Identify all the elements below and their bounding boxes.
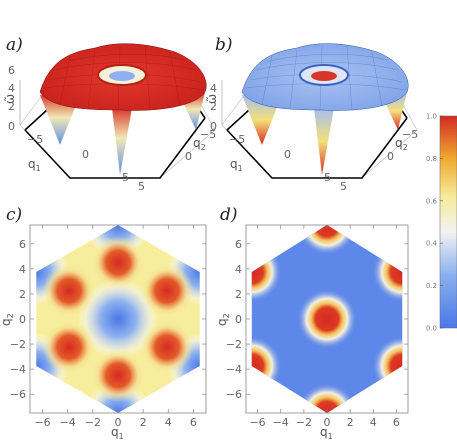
panel-d: d) −6 −4 −2 0 2 4 6 −6 −4 −2 0 2 4 6 q1 q2 <box>215 205 409 441</box>
panel-c-label: c) <box>6 205 22 225</box>
colorbar-tick: 0.0 <box>426 325 437 333</box>
panel-c-hot-spot <box>42 264 96 318</box>
panel-c-xlabel: q1 <box>111 425 124 441</box>
svg-text:5: 5 <box>340 180 347 193</box>
colorbar-tick: 0.6 <box>426 197 438 205</box>
colorbar-tick: 0.4 <box>426 240 438 248</box>
panel-c-y-tick: 4 <box>19 263 26 276</box>
panel-c-cold-spot <box>85 225 151 258</box>
panel-a-spike <box>40 95 78 145</box>
panel-d-hot-spot <box>296 288 358 350</box>
panel-b-xlabel: q1 <box>230 157 243 173</box>
panel-d-ylabel: q2 <box>215 313 231 326</box>
panel-c-y-tick: 2 <box>19 288 26 301</box>
svg-text:−5: −5 <box>402 128 418 141</box>
panel-d-y-tick: 6 <box>235 238 242 251</box>
panel-d-xlabel: q1 <box>320 425 333 441</box>
panel-d-label: d) <box>220 205 238 225</box>
svg-text:−5: −5 <box>229 133 245 146</box>
panel-b-hexagon <box>226 117 408 179</box>
colorbar: 0.0 0.2 0.4 0.6 0.8 1.0 <box>426 113 457 333</box>
panel-c-x-tick: 0 <box>115 416 122 429</box>
panel-d-hot-spot <box>372 335 403 397</box>
panel-d-y-tick: −6 <box>226 388 242 401</box>
panel-b: b) −5 0 5 5 0 −5 0 2 4 q1 q2 ω̃ <box>205 35 418 193</box>
panel-c-hot-spot <box>140 320 194 374</box>
panel-c: c) −6 −4 −2 0 2 4 6 −6 −4 −2 0 2 4 6 q1 q2 <box>0 205 207 441</box>
svg-text:0: 0 <box>210 120 217 133</box>
svg-text:0: 0 <box>185 150 192 163</box>
panel-c-y-tick: −2 <box>10 338 26 351</box>
svg-text:4: 4 <box>8 82 15 95</box>
panel-a-xlabel: q1 <box>28 157 41 173</box>
panel-a-label: a) <box>6 35 23 55</box>
svg-text:0: 0 <box>387 150 394 163</box>
panel-c-x-tick: −4 <box>60 416 76 429</box>
panel-c-hot-spot <box>91 349 145 402</box>
panel-d-y-tick: 0 <box>235 313 242 326</box>
colorbar-tick: 1.0 <box>426 113 437 121</box>
svg-text:5: 5 <box>138 180 145 193</box>
panel-c-ylabel: q2 <box>0 313 15 326</box>
panel-c-y-tick: 6 <box>19 238 26 251</box>
panel-d-y-tick: −4 <box>226 363 242 376</box>
svg-text:4: 4 <box>210 82 217 95</box>
panel-c-hot-spot <box>42 320 96 374</box>
colorbar-gradient <box>439 115 457 329</box>
panel-c-cold-spot <box>77 278 159 360</box>
svg-text:0: 0 <box>82 148 89 161</box>
panel-d-x-tick: 2 <box>347 416 354 429</box>
svg-text:−5: −5 <box>200 128 216 141</box>
panel-d-x-tick: −4 <box>273 416 289 429</box>
panel-a-ylabel: q2 <box>193 136 206 152</box>
svg-text:5: 5 <box>324 171 331 184</box>
panel-d-x-tick: −6 <box>249 416 265 429</box>
panel-d-x-tick: 0 <box>324 416 331 429</box>
panel-c-heatmap <box>36 225 200 413</box>
panel-d-heatmap <box>251 225 403 413</box>
panel-d-x-tick: 4 <box>370 416 377 429</box>
panel-a-spike <box>112 108 132 175</box>
colorbar-tick: 0.2 <box>426 282 437 290</box>
svg-text:5: 5 <box>122 171 129 184</box>
panel-d-y-tick: 2 <box>235 288 242 301</box>
panel-a-zlabel: ω̃ <box>3 94 17 104</box>
panel-b-ticks: −5 0 5 5 0 −5 0 2 4 <box>210 82 418 193</box>
panel-d-x-tick: 6 <box>393 416 400 429</box>
svg-text:2: 2 <box>210 100 217 113</box>
svg-text:0: 0 <box>284 148 291 161</box>
panel-d-y-tick: 4 <box>235 263 242 276</box>
svg-text:0: 0 <box>8 120 15 133</box>
panel-c-y-tick: −6 <box>10 388 26 401</box>
panel-c-y-tick: 0 <box>19 313 26 326</box>
panel-c-y-tick: −4 <box>10 363 26 376</box>
panel-c-x-tick: 4 <box>165 416 172 429</box>
panel-c-hot-spot <box>140 264 194 318</box>
panel-b-spike <box>314 108 334 175</box>
panel-c-x-tick: 2 <box>140 416 147 429</box>
panel-c-x-tick: −2 <box>85 416 101 429</box>
panel-a-hexagon <box>24 117 206 179</box>
panel-d-x-tick: −2 <box>296 416 312 429</box>
panel-b-zlabel: ω̃ <box>205 94 219 104</box>
panel-c-x-tick: −6 <box>34 416 50 429</box>
colorbar-tick: 0.8 <box>426 155 437 163</box>
svg-text:2: 2 <box>8 100 15 113</box>
panel-b-spike <box>242 95 280 145</box>
panel-d-y-tick: −2 <box>226 338 242 351</box>
panel-c-x-tick: 6 <box>190 416 197 429</box>
panel-d-hot-spot <box>372 241 403 303</box>
panel-b-ylabel: q2 <box>395 136 408 152</box>
panel-c-hot-spot <box>91 236 145 289</box>
svg-text:−5: −5 <box>27 133 43 146</box>
panel-d-hot-spot <box>251 241 282 303</box>
panel-b-label: b) <box>215 35 233 55</box>
svg-text:6: 6 <box>8 64 15 77</box>
